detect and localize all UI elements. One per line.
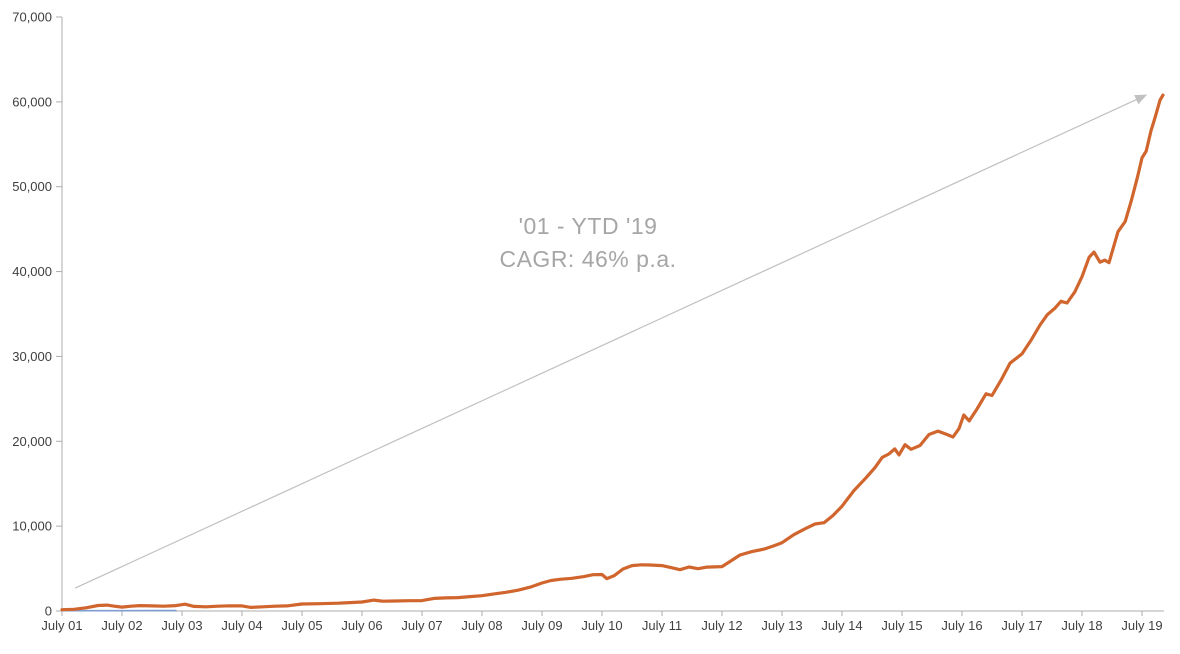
x-tick-label: July 12 xyxy=(701,618,742,633)
y-tick-label: 50,000 xyxy=(12,179,52,194)
annotation-cagr: CAGR: 46% p.a. xyxy=(499,246,677,272)
x-tick-label: July 01 xyxy=(41,618,82,633)
x-tick-label: July 03 xyxy=(161,618,202,633)
annotation-period: '01 - YTD '19 xyxy=(518,213,658,239)
y-tick-label: 40,000 xyxy=(12,264,52,279)
trend-arrow-line xyxy=(74,94,1148,589)
x-tick-label: July 05 xyxy=(281,618,322,633)
x-tick-label: July 10 xyxy=(581,618,622,633)
x-tick-label: July 04 xyxy=(221,618,262,633)
x-tick-label: July 08 xyxy=(461,618,502,633)
x-tick-label: July 09 xyxy=(521,618,562,633)
x-tick-label: July 13 xyxy=(761,618,802,633)
y-tick-label: 70,000 xyxy=(12,10,52,25)
y-tick-label: 0 xyxy=(45,604,52,619)
y-tick-label: 10,000 xyxy=(12,519,52,534)
x-tick-label: July 18 xyxy=(1061,618,1102,633)
x-tick-label: July 11 xyxy=(642,618,682,633)
x-tick-label: July 06 xyxy=(341,618,382,633)
y-tick-label: 30,000 xyxy=(12,349,52,364)
y-tick-label: 20,000 xyxy=(12,434,52,449)
x-tick-label: July 07 xyxy=(401,618,442,633)
x-tick-label: July 14 xyxy=(821,618,862,633)
x-tick-label: July 15 xyxy=(881,618,922,633)
y-tick-label: 60,000 xyxy=(12,94,52,109)
cagr-annotation: '01 - YTD '19 CAGR: 46% p.a. xyxy=(388,210,788,276)
x-tick-label: July 02 xyxy=(101,618,142,633)
x-tick-label: July 16 xyxy=(941,618,982,633)
x-tick-label: July 17 xyxy=(1001,618,1042,633)
x-tick-label: July 19 xyxy=(1121,618,1162,633)
cumulative-value-series-line xyxy=(60,93,1165,612)
